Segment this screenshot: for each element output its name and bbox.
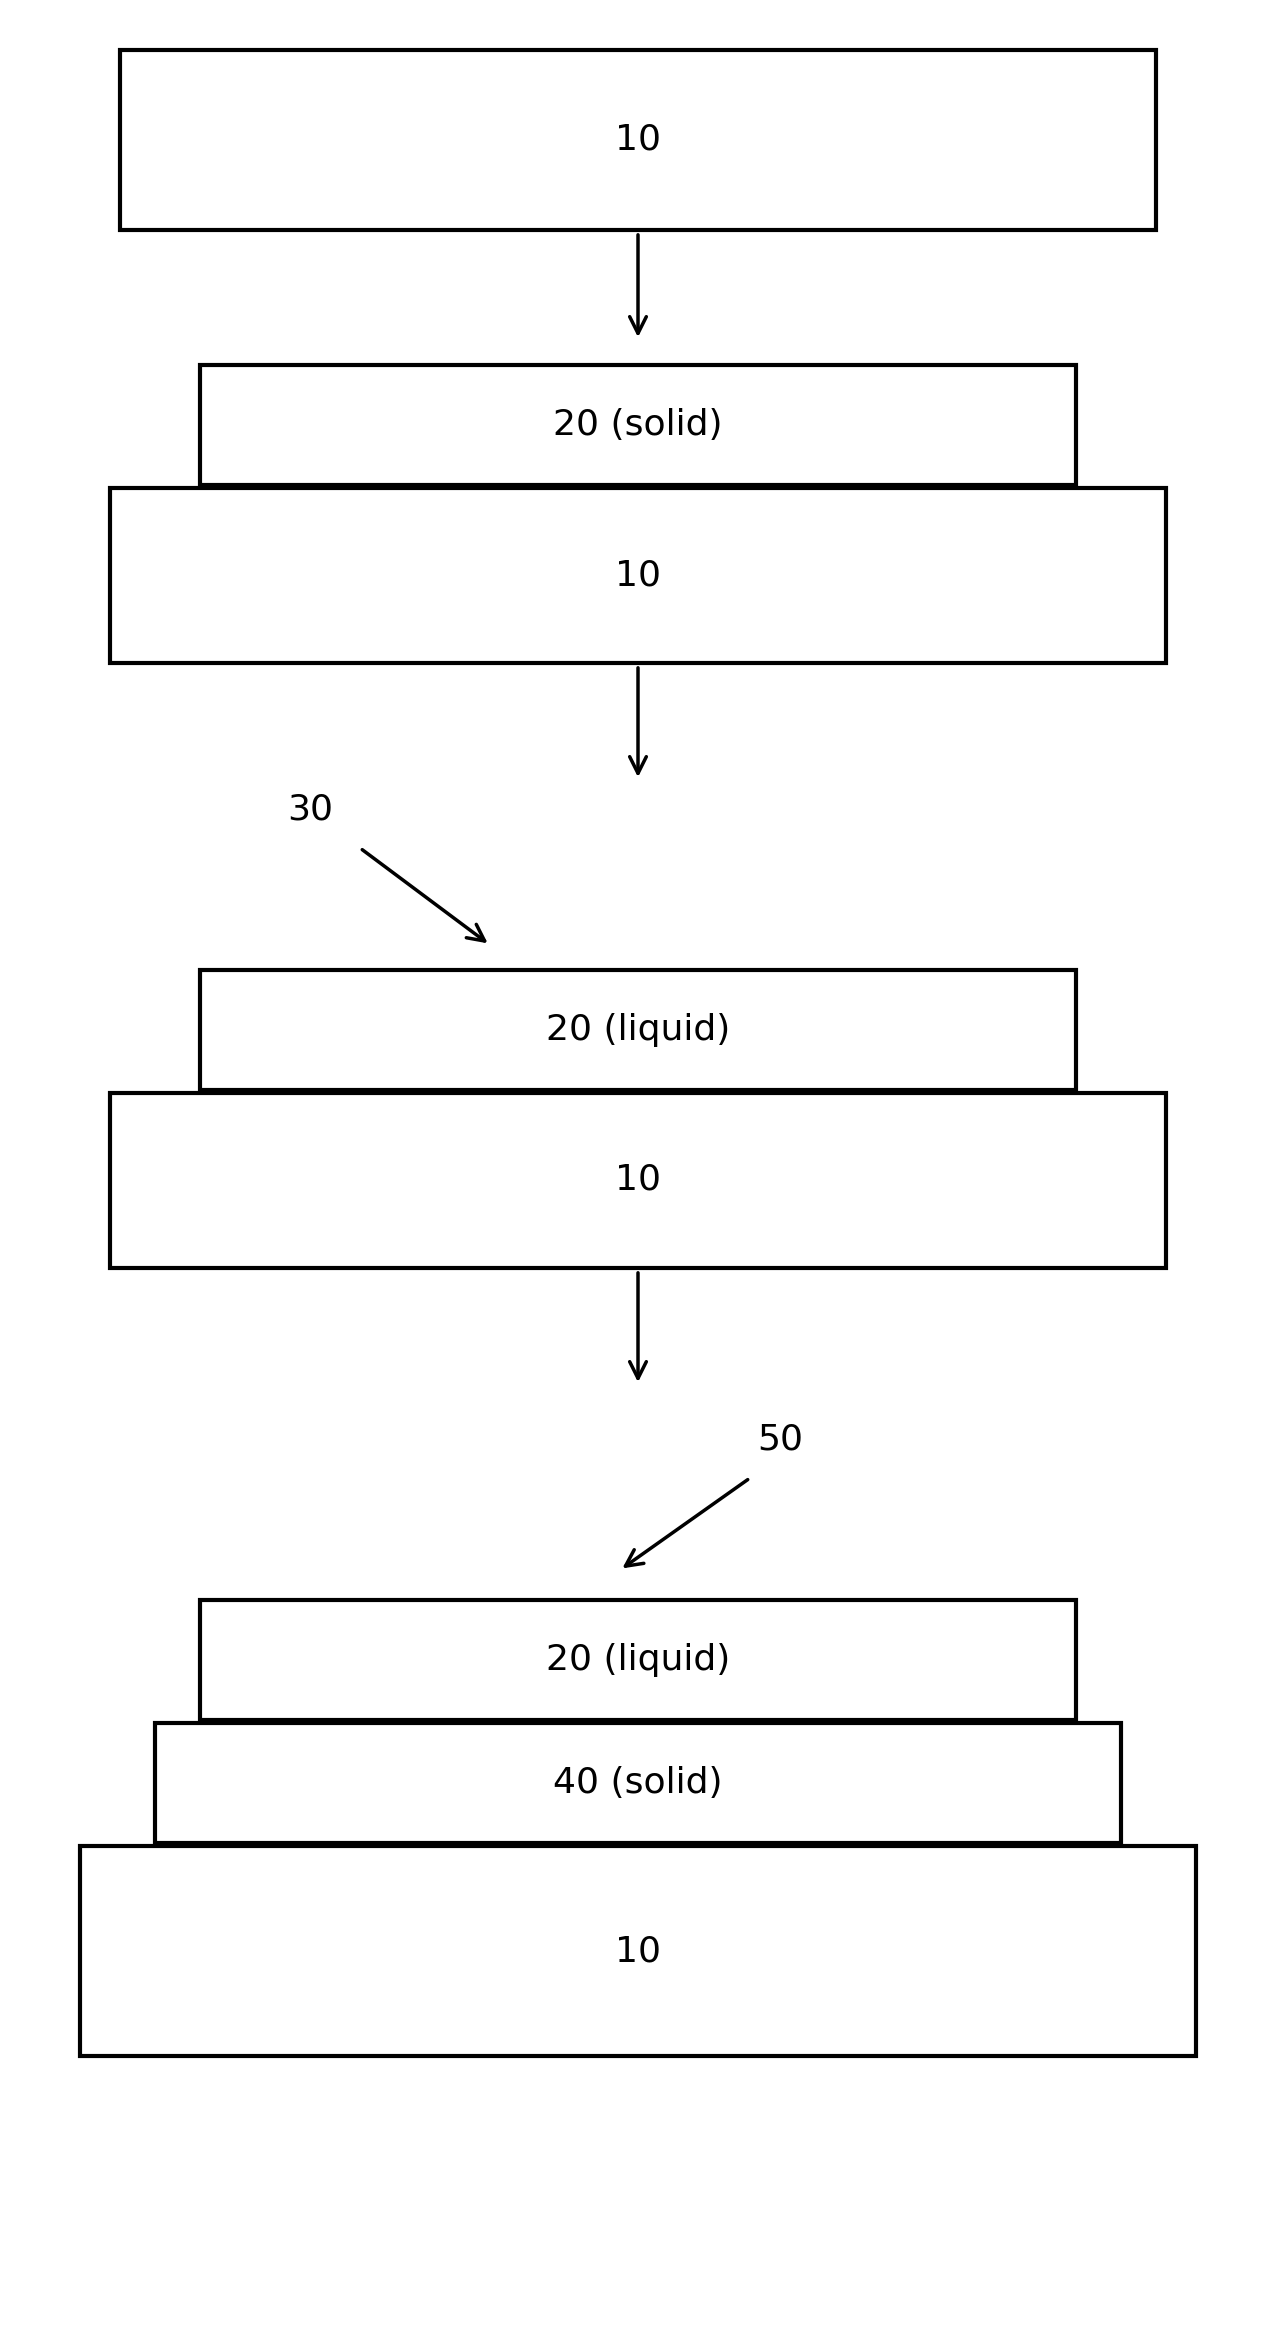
Text: 30: 30 (287, 793, 333, 828)
Text: 20 (liquid): 20 (liquid) (546, 1014, 730, 1047)
Text: 10: 10 (615, 122, 661, 158)
Bar (110, 1094, 1166, 1268)
Text: 50: 50 (757, 1423, 803, 1456)
Bar (200, 1599, 1076, 1719)
Bar (80, 1846, 1196, 2056)
Bar (110, 487, 1166, 663)
Text: 20 (solid): 20 (solid) (554, 407, 722, 442)
Text: 10: 10 (615, 1933, 661, 1969)
Text: 40 (solid): 40 (solid) (554, 1766, 722, 1799)
Bar (120, 49, 1156, 230)
Bar (200, 969, 1076, 1089)
Text: 10: 10 (615, 1162, 661, 1197)
Bar (154, 1724, 1122, 1844)
Text: 20 (liquid): 20 (liquid) (546, 1644, 730, 1677)
Bar (200, 365, 1076, 485)
Text: 10: 10 (615, 557, 661, 593)
